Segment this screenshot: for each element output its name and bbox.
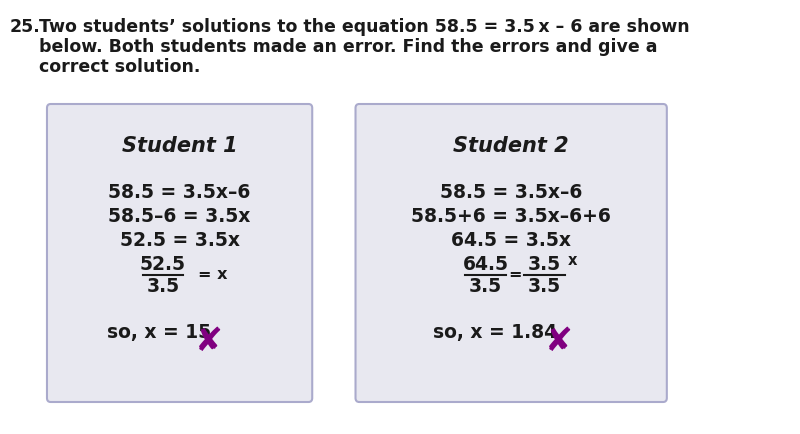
Text: 3.5: 3.5 xyxy=(146,277,179,296)
Text: 58.5+6 = 3.5x–6+6: 58.5+6 = 3.5x–6+6 xyxy=(411,207,611,226)
Text: =: = xyxy=(508,267,522,282)
Text: Student 2: Student 2 xyxy=(454,136,569,156)
Text: ✘: ✘ xyxy=(195,325,223,358)
Text: 64.5 = 3.5x: 64.5 = 3.5x xyxy=(451,231,571,250)
Text: 25.: 25. xyxy=(10,18,40,36)
Text: = x: = x xyxy=(198,267,227,282)
Text: below. Both students made an error. Find the errors and give a: below. Both students made an error. Find… xyxy=(38,38,657,56)
Text: 3.5: 3.5 xyxy=(528,255,561,274)
FancyBboxPatch shape xyxy=(47,104,312,402)
FancyBboxPatch shape xyxy=(355,104,667,402)
Text: 64.5: 64.5 xyxy=(462,255,508,274)
Text: Two students’ solutions to the equation 58.5 = 3.5 x – 6 are shown: Two students’ solutions to the equation … xyxy=(38,18,690,36)
Text: 52.5 = 3.5x: 52.5 = 3.5x xyxy=(120,231,240,250)
Text: correct solution.: correct solution. xyxy=(38,58,200,76)
Text: so, x = 1.84: so, x = 1.84 xyxy=(433,323,557,342)
Text: 3.5: 3.5 xyxy=(469,277,502,296)
Text: x: x xyxy=(568,253,578,268)
Text: Student 1: Student 1 xyxy=(122,136,238,156)
Text: ✘: ✘ xyxy=(545,325,573,358)
Text: 58.5 = 3.5x–6: 58.5 = 3.5x–6 xyxy=(440,183,582,202)
Text: 3.5: 3.5 xyxy=(528,277,561,296)
Text: 58.5 = 3.5x–6: 58.5 = 3.5x–6 xyxy=(109,183,250,202)
Text: 58.5–6 = 3.5x: 58.5–6 = 3.5x xyxy=(109,207,250,226)
Text: 52.5: 52.5 xyxy=(140,255,186,274)
Text: so, x = 15: so, x = 15 xyxy=(107,323,211,342)
